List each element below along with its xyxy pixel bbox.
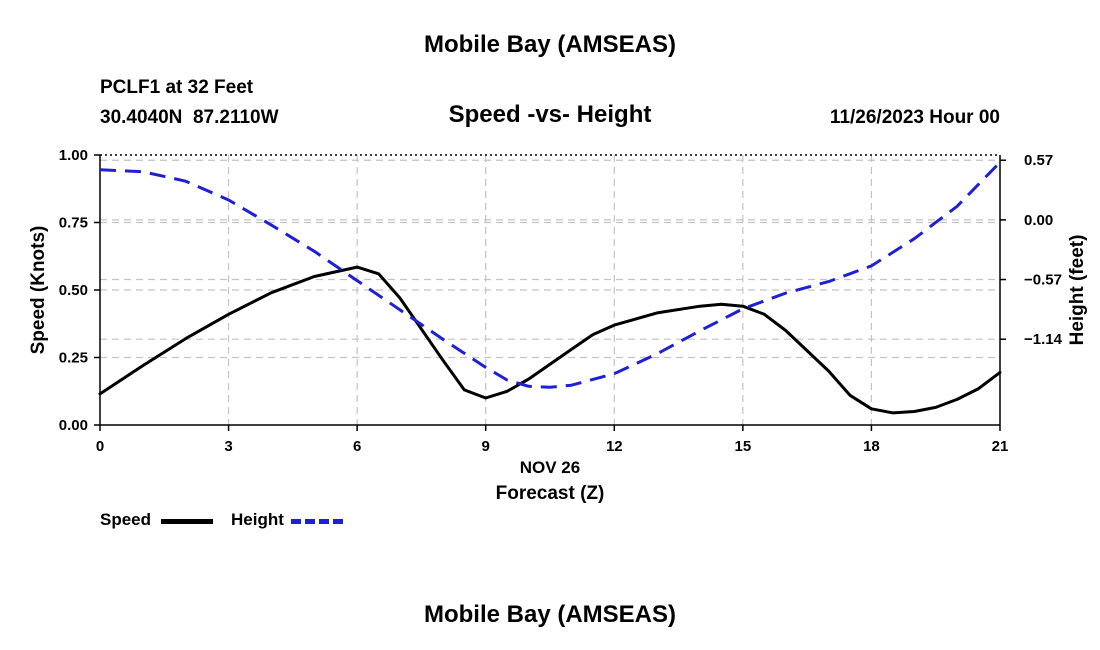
y-tick-label: 1.00 — [59, 147, 88, 164]
x-date-label: NOV 26 — [519, 458, 581, 477]
y2-axis-label: Height (feet) — [1067, 235, 1088, 346]
y-axis-label: Speed (Knots) — [28, 226, 49, 355]
footer-title: Mobile Bay (AMSEAS) — [423, 601, 677, 628]
x-tick-label: 18 — [863, 438, 880, 455]
forecast-datetime: 11/26/2023 Hour 00 — [829, 107, 1000, 128]
x-axis-label: Forecast (Z) — [495, 483, 605, 504]
x-tick-label: 15 — [735, 438, 752, 455]
y-tick-label: 0.25 — [59, 350, 88, 367]
x-tick-label: 6 — [353, 438, 361, 455]
y2-tick-label: 0.57 — [1024, 152, 1053, 169]
y2-tick-label: 0.00 — [1024, 212, 1053, 229]
y-tick-label: 0.50 — [59, 282, 88, 299]
x-tick-label: 0 — [96, 438, 104, 455]
x-tick-label: 9 — [482, 438, 490, 455]
station-label: PCLF1 at 32 Feet — [100, 77, 254, 98]
x-tick-label: 3 — [224, 438, 232, 455]
y-tick-label: 0.75 — [59, 215, 88, 232]
legend-speed-label: Speed — [100, 510, 152, 529]
y2-tick-label: −1.14 — [1024, 331, 1063, 348]
x-tick-label: 21 — [992, 438, 1009, 455]
figure-title: Mobile Bay (AMSEAS) — [423, 31, 677, 58]
x-tick-label: 12 — [606, 438, 623, 455]
series-line-speed — [98, 265, 1002, 415]
y2-tick-label: −0.57 — [1024, 272, 1062, 289]
legend-height-label: Height — [231, 510, 284, 529]
legend-height-swatch — [291, 519, 343, 524]
station-coordinates: 30.4040N 87.2110W — [100, 107, 279, 128]
chart-title: Speed -vs- Height — [448, 101, 652, 128]
series-line-height — [99, 161, 1002, 389]
y-tick-label: 0.00 — [59, 417, 88, 434]
legend-speed-swatch — [161, 519, 213, 524]
